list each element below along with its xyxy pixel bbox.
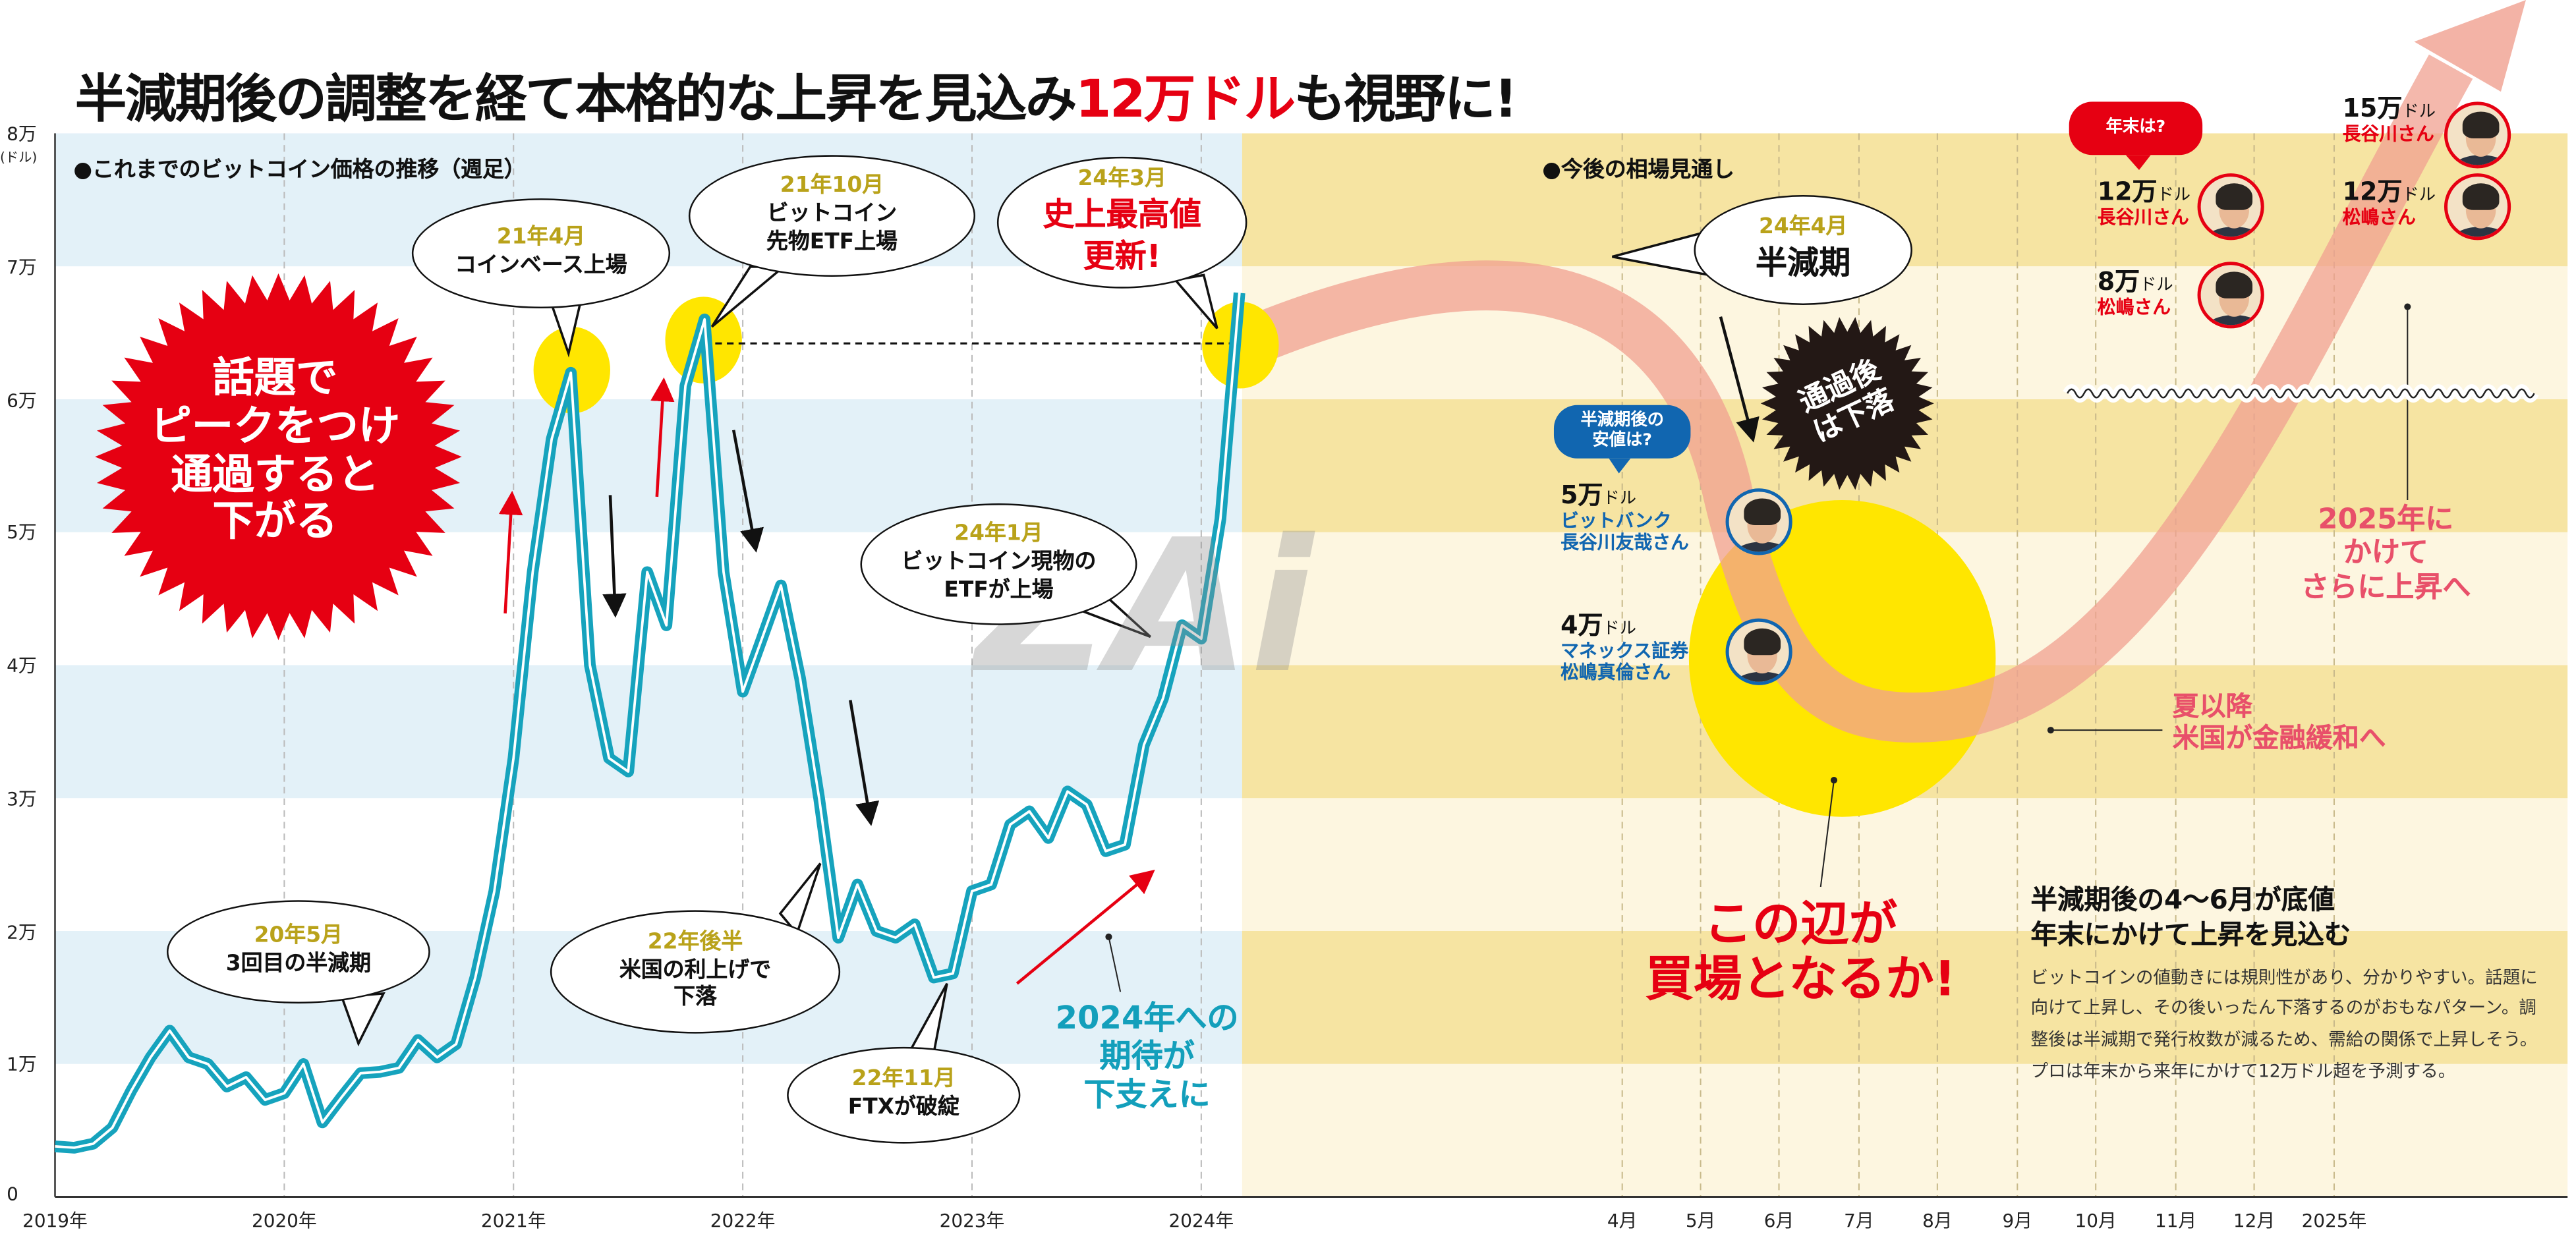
x-tick-label: 9月	[2002, 1210, 2033, 1232]
prediction-yearend-matsushima: 8万ドル 松嶋さん	[2097, 266, 2173, 319]
x-tick-label: 6月	[1763, 1210, 1794, 1232]
callout-tail	[778, 862, 822, 936]
pointer-dot	[1105, 933, 1112, 940]
summary-heading: 半減期後の4～6月が底値	[2030, 883, 2335, 915]
buy-zone-note: この辺が 買場となるか!	[1645, 895, 1957, 1007]
y-tick-label: 3万	[7, 788, 37, 810]
support-note: 2024年への 期待が 下支えに	[1055, 1000, 1239, 1114]
y-tick-label: 1万	[7, 1054, 37, 1076]
red-burst-text: 話題で ピークをつけ 通過すると 下がる	[150, 353, 401, 546]
x-tick-label: 11月	[2155, 1210, 2197, 1232]
callout-2024-04: 24年4月 半減期	[1694, 195, 1912, 305]
band-future	[1242, 798, 2568, 932]
band-future	[1242, 931, 2568, 1064]
avatar-hasegawa	[1725, 488, 1792, 555]
note-summer: 夏以降 米国が金融緩和へ	[2172, 690, 2386, 754]
page-title: 半減期後の調整を経て本格的な上昇を見込み12万ドルも視野に!	[74, 70, 1518, 130]
down-arrow	[602, 495, 627, 618]
y-tick-label: 2万	[7, 920, 37, 943]
y-tick-label: 8万	[7, 123, 37, 146]
x-tick-label: 2021年	[480, 1210, 546, 1232]
x-tick-label: 2020年	[252, 1210, 317, 1232]
axis-break-line	[2067, 388, 2535, 399]
pointer-dot	[2047, 727, 2054, 734]
avatar-matsushima	[2444, 173, 2511, 240]
past-section-label: ●これまでのビットコイン価格の推移（週足）	[73, 158, 526, 184]
callout-2022-11: 22年11月 FTXが破綻	[787, 1046, 1021, 1144]
x-tick-label: 8月	[1922, 1210, 1953, 1232]
y-unit: (ドル)	[0, 150, 38, 165]
x-tick-label: 7月	[1844, 1210, 1874, 1232]
summary-box: 半減期後の4～6月が底値 年末にかけて上昇を見込む ビットコインの値動きには規則…	[2031, 884, 2548, 1088]
y-tick-label: 7万	[7, 256, 37, 278]
callout-2022-h2: 22年後半 米国の利上げで 下落	[550, 910, 841, 1034]
callout-2021-04: 21年4月 コインベース上場	[411, 198, 671, 309]
x-tick-label: 10月	[2075, 1210, 2117, 1232]
up-arrow	[1016, 869, 1155, 985]
x-tick-label: 12月	[2233, 1210, 2275, 1232]
y-tick-label: 5万	[7, 522, 37, 544]
forecast-arrowhead	[2414, 0, 2526, 92]
callout-2020-05: 20年5月 3回目の半減期	[167, 900, 430, 1004]
x-tick-label: 2024年	[1168, 1210, 1234, 1232]
summary-heading: 年末にかけて上昇を見込む	[2030, 918, 2351, 950]
callout-2024-03: 24年3月 史上最高値 更新!	[996, 156, 1247, 289]
callout-2021-10: 21年10月 ビットコイン 先物ETF上場	[688, 155, 976, 277]
black-starburst	[1760, 317, 1934, 490]
summary-body: ビットコインの値動きには規則性があり、分かりやすい。話題に向けて上昇し、その後い…	[2030, 967, 2538, 1082]
down-arrow	[731, 430, 764, 553]
x-tick-label: 2023年	[939, 1210, 1005, 1232]
down-arrow	[849, 700, 880, 826]
pointer-dot	[2404, 303, 2411, 310]
bubble-tail	[1609, 458, 1631, 474]
prediction-2025-hasegawa: 15万ドル 長谷川さん	[2342, 93, 2436, 146]
band-future	[1242, 1063, 2568, 1197]
callout-2024-01: 24年1月 ビットコイン現物の ETFが上場	[860, 503, 1137, 625]
prediction-low-hasegawa: 5万ドル ビットバンク 長谷川友哉さん	[1560, 480, 1689, 554]
avatar-hasegawa	[2197, 173, 2264, 240]
y-tick-label: 0	[7, 1183, 18, 1206]
low-question-bubble: 半減期後の 安値は?	[1553, 405, 1691, 459]
future-section-label: ●今後の相場見通し	[1542, 158, 1735, 184]
avatar-matsushima	[1725, 618, 1792, 685]
year-end-question-bubble: 年末は?	[2069, 101, 2203, 155]
x-tick-label: 4月	[1607, 1210, 1638, 1232]
avatar-hasegawa	[2444, 101, 2511, 169]
down-arrow	[1719, 316, 1760, 443]
bubble-tail	[2125, 155, 2151, 171]
x-tick-label: 2022年	[710, 1210, 776, 1232]
up-arrow	[498, 490, 523, 614]
price-line-inner	[55, 293, 1241, 1149]
pointer-line	[1108, 936, 1122, 992]
prediction-yearend-hasegawa: 12万ドル 長谷川さん	[2097, 177, 2191, 229]
pointer-line	[1819, 779, 1835, 888]
y-tick-label: 6万	[7, 389, 37, 411]
x-tick-label: 2019年	[22, 1210, 88, 1232]
y-tick-label: 4万	[7, 655, 37, 677]
red-starburst	[95, 273, 462, 640]
x-tick-label: 2025年	[2301, 1210, 2367, 1232]
x-tick-label: 5月	[1685, 1210, 1716, 1232]
up-arrow	[650, 377, 675, 497]
avatar-matsushima	[2197, 262, 2264, 329]
forecast-curve	[1232, 54, 2473, 743]
band-past	[55, 665, 1242, 799]
prediction-2025-matsushima: 12万ドル 松嶋さん	[2342, 177, 2436, 229]
prediction-low-matsushima: 4万ドル マネックス証券 松嶋真倫さん	[1560, 609, 1689, 684]
note-2025: 2025年に かけて さらに上昇へ	[2301, 503, 2471, 605]
pointer-dot	[1830, 776, 1838, 784]
